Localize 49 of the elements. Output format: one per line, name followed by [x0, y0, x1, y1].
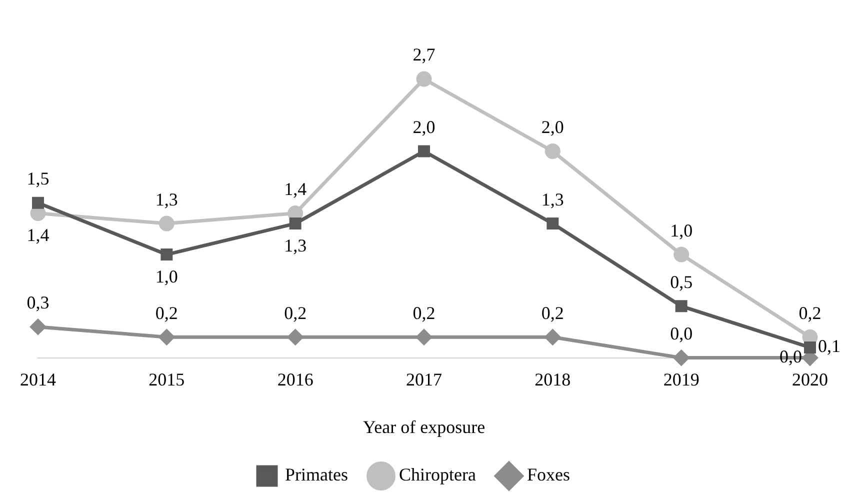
data-label: 0,0: [670, 324, 693, 344]
point: [416, 329, 432, 345]
data-label: 2,0: [412, 117, 436, 137]
data-label: 0,5: [670, 272, 693, 292]
data-label: 0,2: [284, 302, 307, 323]
point: [288, 329, 304, 345]
point: [158, 216, 174, 232]
legend-label: Primates: [285, 464, 348, 485]
data-label: 0,0: [780, 346, 802, 367]
data-label: 0,2: [412, 302, 436, 323]
point: [546, 218, 559, 230]
point: [32, 196, 44, 209]
point: [674, 246, 690, 262]
data-label: 1,4: [284, 178, 307, 199]
point: [675, 300, 688, 312]
data-label: 1,4: [26, 224, 50, 245]
data-label: 1,3: [155, 189, 178, 210]
data-label: 2,7: [412, 44, 436, 65]
point: [30, 319, 46, 335]
point: [418, 145, 430, 158]
data-label: 0,2: [155, 302, 178, 323]
x-tick-label: 2016: [277, 369, 314, 390]
x-tick-label: 2017: [406, 369, 442, 390]
data-label: 1,3: [284, 235, 307, 256]
data-label: 1,0: [670, 220, 693, 240]
x-tick-label: 2015: [148, 369, 185, 390]
point: [544, 144, 560, 160]
point: [544, 329, 560, 345]
legend-label: Foxes: [526, 464, 570, 485]
data-label: 0,2: [798, 302, 822, 323]
point: [289, 218, 302, 230]
point: [158, 329, 174, 345]
point: [416, 71, 432, 87]
x-tick-label: 2014: [20, 369, 56, 390]
data-label: 1,0: [155, 266, 178, 286]
x-tick-label: 2018: [534, 369, 571, 390]
point: [674, 350, 690, 366]
x-axis-title: Year of exposure: [362, 416, 486, 437]
x-tick-label: 2019: [663, 369, 700, 390]
data-label: 0,2: [541, 302, 564, 323]
point: [804, 341, 816, 354]
data-label: 2,0: [541, 117, 564, 137]
data-label: 0,3: [26, 292, 50, 313]
x-tick-label: 2020: [792, 369, 828, 390]
legend-label: Chiroptera: [399, 464, 476, 485]
point: [160, 248, 173, 261]
data-label: 0,1: [818, 336, 840, 356]
data-label: 1,5: [26, 168, 50, 189]
data-label: 1,3: [541, 189, 564, 210]
